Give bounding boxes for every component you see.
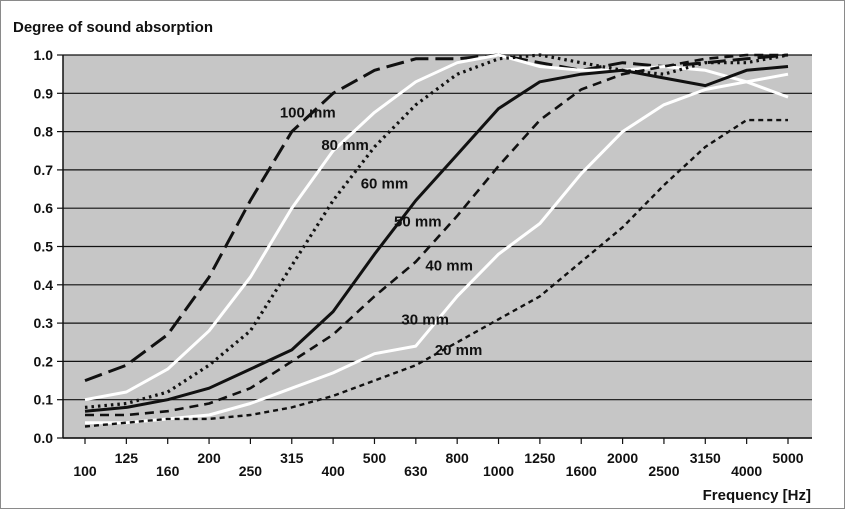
x-tick-label-3150: 3150 — [690, 450, 721, 466]
y-tick-label-0.3: 0.3 — [34, 315, 54, 331]
x-tick-label-160: 160 — [156, 463, 180, 479]
x-tick-label-315: 315 — [280, 450, 304, 466]
x-tick-label-250: 250 — [239, 463, 263, 479]
series-label-50-mm: 50 mm — [394, 214, 442, 231]
series-line-40-mm — [85, 53, 788, 417]
y-tick-label-0.6: 0.6 — [34, 200, 54, 216]
series-line-50-mm — [84, 65, 789, 413]
x-tick-label-100: 100 — [73, 463, 97, 479]
x-tick-label-1000: 1000 — [483, 463, 514, 479]
y-tick-label-0.0: 0.0 — [34, 430, 54, 446]
series-label-30-mm: 30 mm — [401, 311, 449, 328]
series-label-layer: 100 mm 80 mm 60 mm 50 mm 40 mm 30 mm 20 mm — [280, 104, 482, 359]
y-tick-labels: 0.0 0.1 0.2 0.3 0.4 0.5 0.6 0.7 0.8 0.9 1.0 — [34, 47, 54, 446]
series-label-20-mm: 20 mm — [435, 342, 483, 359]
x-tick-label-1600: 1600 — [566, 463, 597, 479]
series-label-80-mm: 80 mm — [321, 137, 369, 154]
series-line-20-mm — [84, 118, 788, 428]
series-line-30-mm — [85, 72, 789, 425]
x-axis-title: Frequency [Hz] — [703, 487, 811, 504]
series-label-60-mm: 60 mm — [361, 175, 409, 192]
x-tick-label-125: 125 — [115, 450, 139, 466]
series-line-60-mm — [84, 53, 789, 409]
series-layer — [84, 53, 789, 428]
series-label-100-mm: 100 mm — [280, 104, 336, 121]
y-tick-label-1.0: 1.0 — [34, 47, 54, 63]
x-tick-label-500: 500 — [363, 450, 387, 466]
y-axis-title: Degree of sound absorption — [13, 19, 213, 36]
grid-layer — [57, 54, 812, 439]
series-label-40-mm: 40 mm — [425, 258, 473, 275]
x-tick-label-630: 630 — [404, 463, 428, 479]
series-line-80-mm — [84, 53, 789, 402]
x-tick-label-4000: 4000 — [731, 463, 762, 479]
x-tick-label-1250: 1250 — [524, 450, 555, 466]
x-tick-label-2500: 2500 — [648, 463, 679, 479]
y-tick-label-0.2: 0.2 — [34, 353, 54, 369]
x-tick-label-200: 200 — [197, 450, 221, 466]
x-tick-label-2000: 2000 — [607, 450, 638, 466]
y-tick-label-0.1: 0.1 — [34, 392, 54, 408]
x-tick-label-800: 800 — [445, 450, 469, 466]
x-tick-labels: 100 125 160 200 250 315 400 500 630 800 1000 1250 16… — [73, 438, 804, 479]
x-tick-label-5000: 5000 — [772, 450, 803, 466]
y-tick-label-0.8: 0.8 — [34, 124, 54, 140]
x-tick-label-400: 400 — [321, 463, 345, 479]
y-tick-label-0.9: 0.9 — [34, 85, 54, 101]
y-tick-label-0.5: 0.5 — [34, 239, 54, 255]
y-tick-label-0.7: 0.7 — [34, 162, 54, 178]
y-tick-label-0.4: 0.4 — [34, 277, 54, 293]
